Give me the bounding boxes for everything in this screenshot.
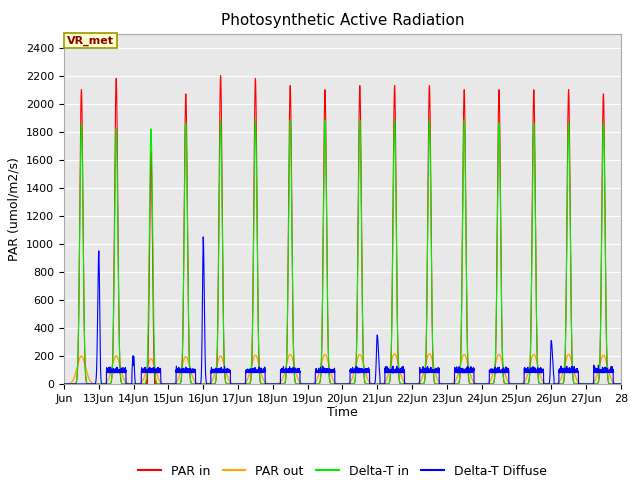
Title: Photosynthetic Active Radiation: Photosynthetic Active Radiation [221,13,464,28]
X-axis label: Time: Time [327,407,358,420]
Legend: PAR in, PAR out, Delta-T in, Delta-T Diffuse: PAR in, PAR out, Delta-T in, Delta-T Dif… [133,460,552,480]
Y-axis label: PAR (umol/m2/s): PAR (umol/m2/s) [8,157,20,261]
Text: VR_met: VR_met [67,36,114,46]
